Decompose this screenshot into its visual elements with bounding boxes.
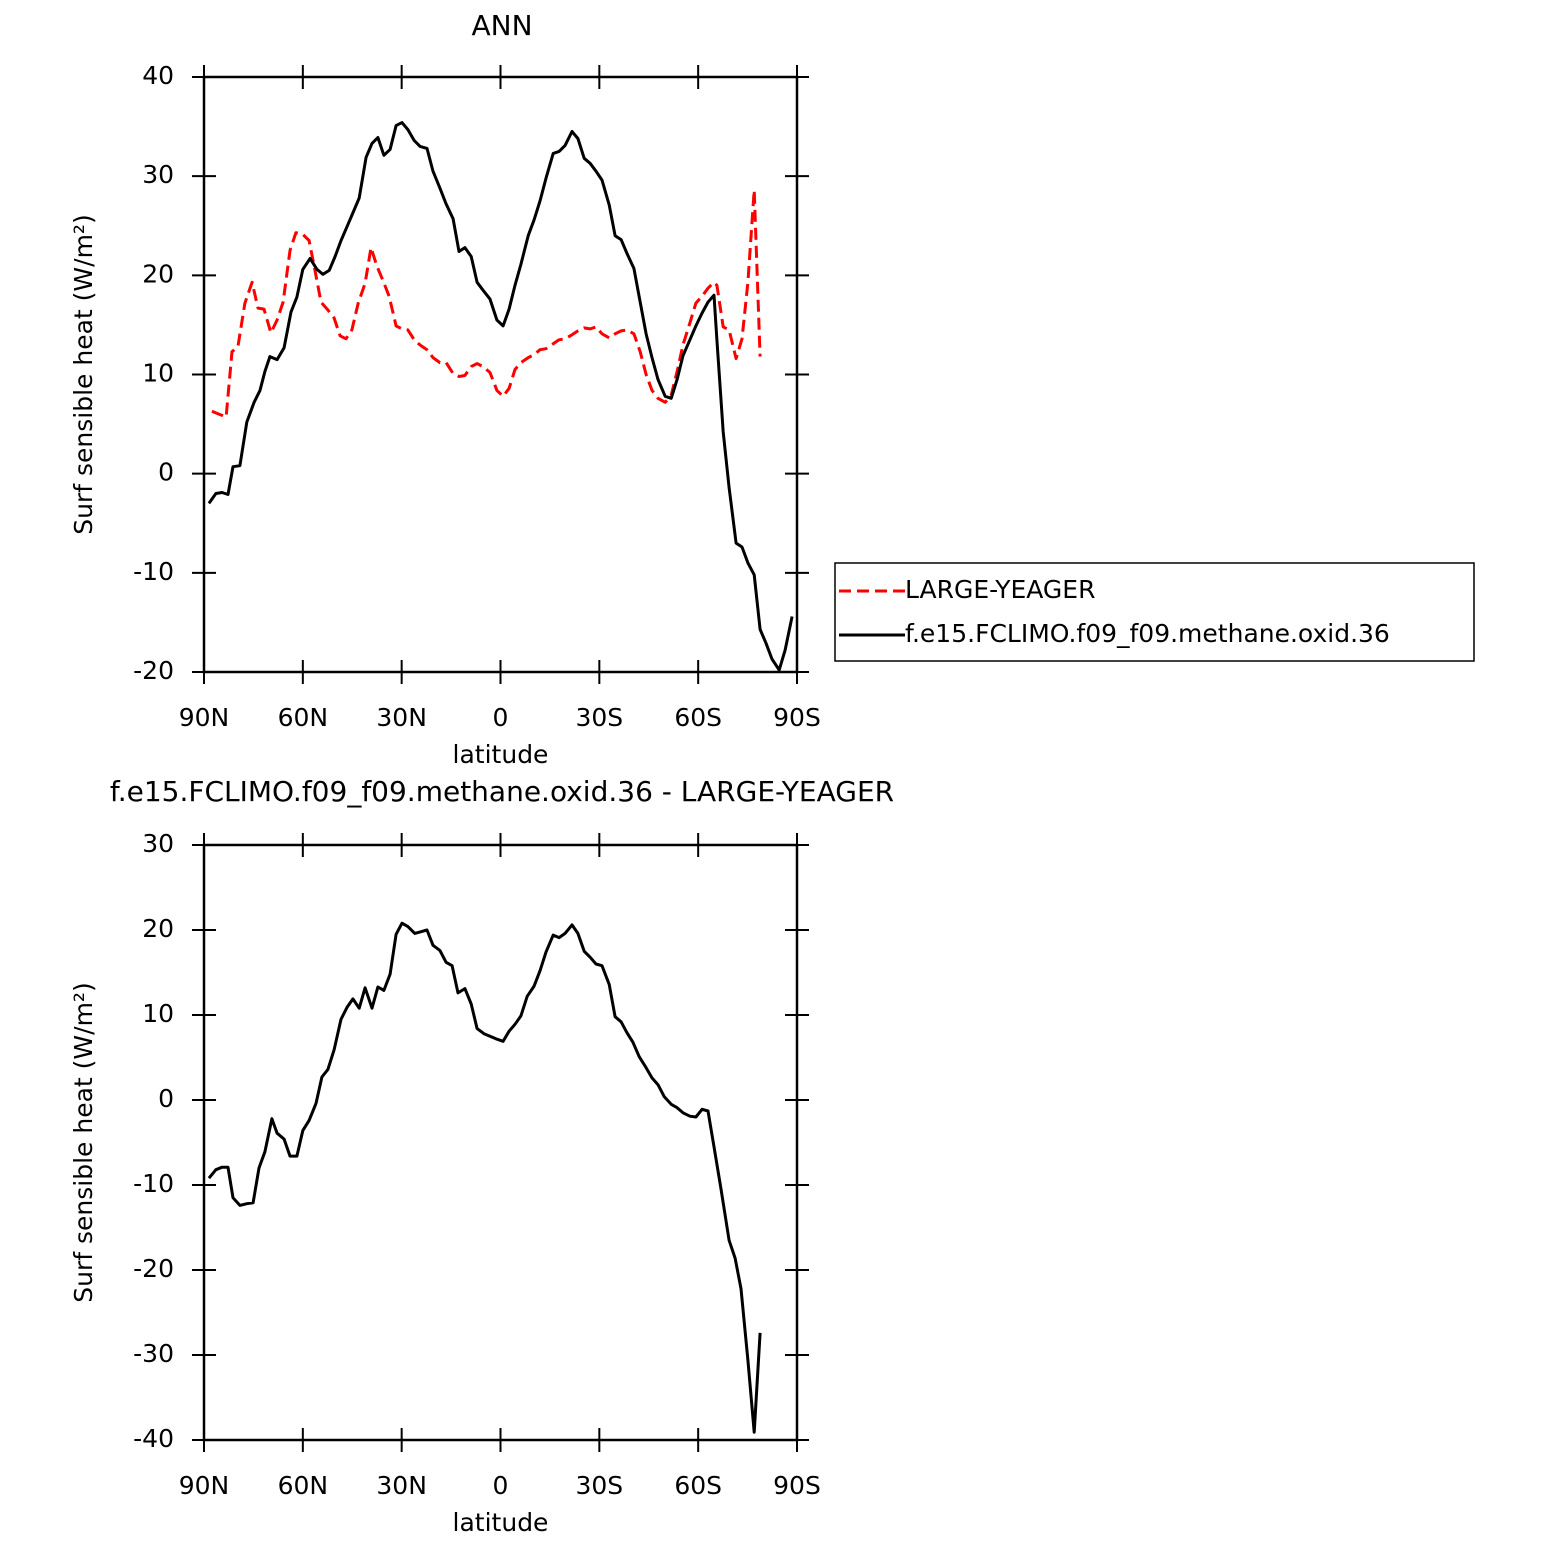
x-tick-label: 30N: [376, 703, 427, 732]
x-tick-label: 0: [493, 1471, 509, 1500]
x-tick-label: 90S: [773, 703, 821, 732]
y-tick-label: 10: [142, 359, 174, 388]
x-axis-label: latitude: [453, 1508, 549, 1537]
x-tick-label: 60S: [674, 703, 722, 732]
legend-label: f.e15.FCLIMO.f09_f09.methane.oxid.36: [905, 619, 1390, 648]
y-axis-label: Surf sensible heat (W/m²): [69, 214, 98, 534]
data-line: [207, 921, 762, 1434]
legend-label: LARGE-YEAGER: [905, 575, 1095, 604]
y-tick-label: 40: [142, 61, 174, 90]
y-tick-label: -20: [133, 1254, 174, 1283]
y-tick-label: 30: [142, 829, 174, 858]
x-tick-label: 30S: [575, 703, 623, 732]
x-tick-label: 30N: [376, 1471, 427, 1500]
plot-frame: [202, 75, 799, 674]
y-tick-label: -20: [133, 656, 174, 685]
x-tick-label: 90S: [773, 1471, 821, 1500]
chart-title: ANN: [471, 9, 532, 42]
y-tick-label: 20: [142, 259, 174, 288]
data-line: [207, 121, 794, 672]
y-tick-label: 20: [142, 914, 174, 943]
legend-box: [834, 562, 1475, 662]
y-tick-label: -10: [133, 1169, 174, 1198]
x-tick-label: 90N: [179, 703, 230, 732]
y-tick-label: 30: [142, 160, 174, 189]
x-tick-label: 60N: [278, 703, 329, 732]
chart-title: f.e15.FCLIMO.f09_f09.methane.oxid.36 - L…: [110, 775, 894, 808]
y-axis-label: Surf sensible heat (W/m²): [69, 982, 98, 1302]
y-tick-label: 10: [142, 999, 174, 1028]
x-tick-label: 90N: [179, 1471, 230, 1500]
x-tick-label: 60N: [278, 1471, 329, 1500]
y-tick-label: 0: [158, 1084, 174, 1113]
x-tick-label: 0: [493, 703, 509, 732]
x-tick-label: 30S: [575, 1471, 623, 1500]
y-tick-label: -30: [133, 1339, 174, 1368]
y-tick-label: -40: [133, 1424, 174, 1453]
y-tick-label: -10: [133, 557, 174, 586]
x-axis-label: latitude: [453, 740, 549, 769]
y-tick-label: 0: [158, 458, 174, 487]
x-tick-label: 60S: [674, 1471, 722, 1500]
plot-frame: [202, 843, 799, 1442]
